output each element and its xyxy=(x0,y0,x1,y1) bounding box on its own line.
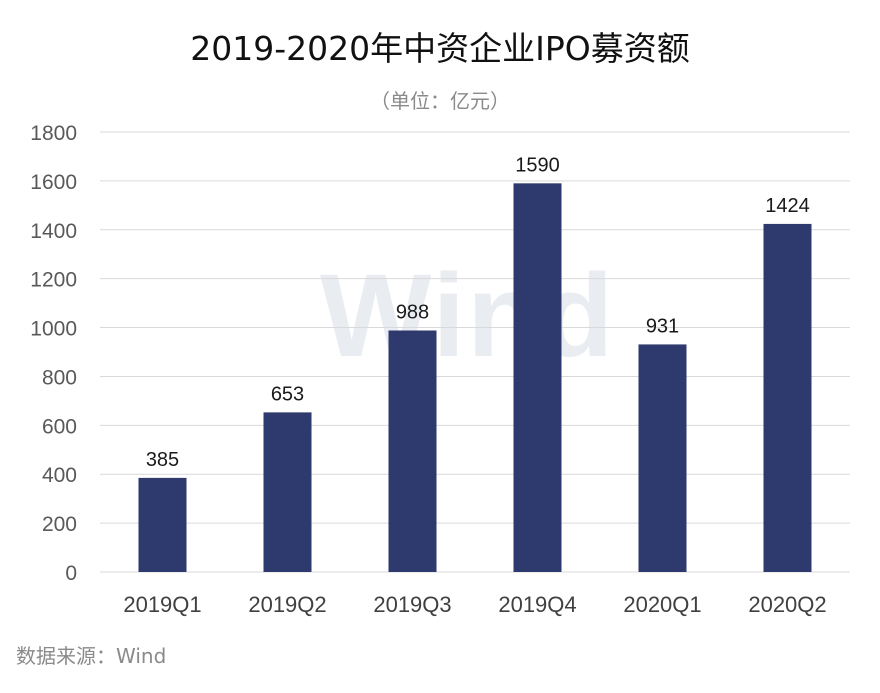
y-tick-label: 1000 xyxy=(30,318,77,341)
y-tick-label: 1200 xyxy=(30,269,77,292)
bar xyxy=(513,183,562,573)
y-tick-label: 1800 xyxy=(30,122,77,145)
data-label: 931 xyxy=(646,315,679,337)
data-label: 1424 xyxy=(765,195,810,217)
y-tick-label: 800 xyxy=(42,366,77,389)
x-axis-ticks: 2019Q1 2019Q2 2019Q3 2019Q4 2020Q1 2020Q2 xyxy=(123,592,826,617)
watermark: Wind xyxy=(320,250,616,382)
source-note: 数据来源：Wind xyxy=(16,644,167,668)
y-tick-label: 1600 xyxy=(30,171,77,194)
bar xyxy=(263,412,312,572)
data-label: 1590 xyxy=(515,154,560,176)
x-tick-label: 2020Q2 xyxy=(748,592,826,617)
x-tick-label: 2020Q1 xyxy=(623,592,701,617)
bar xyxy=(763,223,812,572)
y-tick-label: 1400 xyxy=(30,220,77,243)
bar xyxy=(638,344,687,572)
bar xyxy=(388,330,437,572)
chart-subtitle: （单位：亿元） xyxy=(370,89,510,113)
x-tick-label: 2019Q1 xyxy=(123,592,201,617)
y-tick-label: 0 xyxy=(65,562,77,585)
x-tick-label: 2019Q2 xyxy=(248,592,326,617)
data-label: 653 xyxy=(271,383,304,405)
y-axis-ticks: 0 200 400 600 800 1000 1200 1400 1600 1800 xyxy=(30,122,77,585)
grid-lines xyxy=(100,131,850,573)
data-label: 385 xyxy=(146,449,179,471)
bar xyxy=(138,477,187,572)
x-tick-label: 2019Q4 xyxy=(498,592,576,617)
y-tick-label: 400 xyxy=(42,464,77,487)
data-label: 988 xyxy=(396,301,429,323)
data-labels: 385 653 988 1590 931 1424 xyxy=(146,154,810,471)
chart-title: 2019-2020年中资企业IPO募资额 xyxy=(190,29,690,68)
y-tick-label: 200 xyxy=(42,513,77,536)
y-tick-label: 600 xyxy=(42,415,77,438)
x-tick-label: 2019Q3 xyxy=(373,592,451,617)
bars xyxy=(138,183,812,573)
